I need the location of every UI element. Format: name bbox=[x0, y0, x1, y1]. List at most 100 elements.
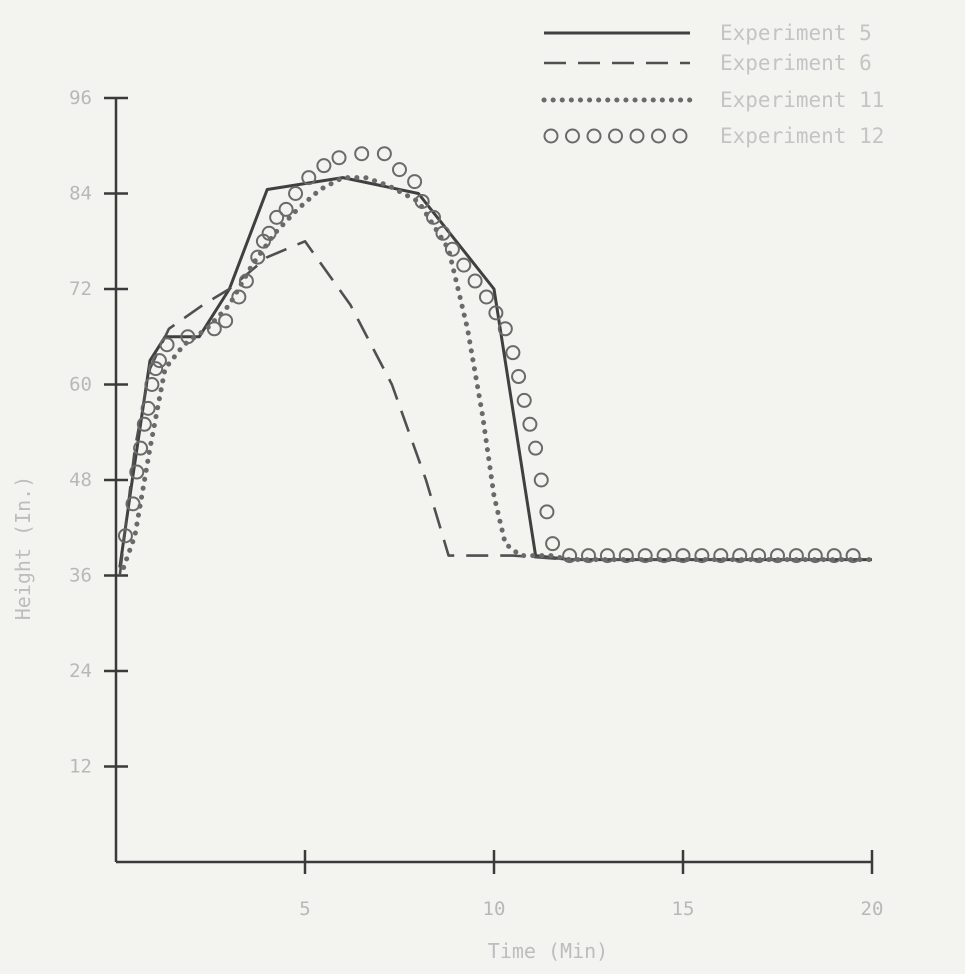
data-point bbox=[505, 345, 521, 361]
series-experiment-6 bbox=[118, 240, 872, 576]
data-point bbox=[250, 249, 266, 265]
data-point bbox=[751, 548, 767, 564]
data-point bbox=[788, 548, 804, 564]
data-point bbox=[618, 548, 634, 564]
x-tick-label: 15 bbox=[672, 898, 695, 920]
data-point bbox=[456, 257, 472, 273]
data-point bbox=[528, 440, 544, 456]
data-point bbox=[426, 209, 442, 225]
data-point bbox=[497, 321, 513, 337]
data-point bbox=[478, 289, 494, 305]
data-point bbox=[354, 146, 370, 162]
legend-swatch-marker bbox=[629, 128, 645, 144]
legend-item: Experiment 6 bbox=[544, 51, 872, 75]
data-point bbox=[545, 536, 561, 552]
x-tick-label: 20 bbox=[861, 898, 884, 920]
y-tick-label: 72 bbox=[69, 278, 92, 300]
tick-marks bbox=[104, 96, 874, 874]
data-point bbox=[231, 289, 247, 305]
data-point bbox=[435, 225, 451, 241]
legend-swatch-marker bbox=[565, 128, 580, 144]
data-point bbox=[269, 209, 285, 225]
data-point bbox=[511, 369, 527, 385]
data-point bbox=[125, 496, 141, 512]
x-tick-label: 10 bbox=[483, 898, 506, 920]
legend-item: Experiment 12 bbox=[543, 124, 884, 148]
y-tick-label: 84 bbox=[69, 183, 92, 205]
data-point bbox=[539, 504, 555, 520]
data-point bbox=[444, 241, 460, 257]
y-tick-label: 24 bbox=[69, 660, 92, 682]
data-point bbox=[151, 353, 167, 369]
data-point bbox=[218, 313, 234, 329]
data-point bbox=[533, 472, 549, 488]
data-point bbox=[713, 548, 729, 564]
data-point bbox=[278, 201, 294, 217]
data-point bbox=[261, 225, 277, 241]
legend-swatch-marker bbox=[651, 128, 666, 144]
data-point bbox=[522, 416, 538, 432]
series-experiment-12 bbox=[117, 146, 861, 564]
y-tick-label: 12 bbox=[69, 756, 92, 778]
data-point bbox=[637, 548, 653, 564]
y-tick-label: 48 bbox=[69, 469, 92, 491]
data-point bbox=[562, 548, 578, 564]
legend-label: Experiment 5 bbox=[720, 21, 872, 45]
data-point bbox=[238, 273, 254, 289]
data-point bbox=[206, 321, 222, 337]
y-axis-title: Height (In.) bbox=[11, 476, 35, 621]
data-point bbox=[770, 548, 785, 564]
data-point bbox=[599, 548, 615, 564]
data-point bbox=[467, 273, 483, 289]
series-layer bbox=[117, 146, 875, 576]
tick-labels: 12 24 36 48 60 72 84 96 5 10 15 20 bbox=[69, 87, 883, 920]
legend-label: Experiment 11 bbox=[720, 88, 884, 112]
data-point bbox=[407, 174, 423, 190]
legend-swatch-marker bbox=[586, 128, 602, 144]
legend: Experiment 5 Experiment 6 Experiment 11 Exp… bbox=[541, 21, 884, 148]
data-point bbox=[414, 193, 430, 209]
legend-swatch-marker bbox=[672, 128, 688, 144]
data-point bbox=[807, 548, 823, 564]
data-point bbox=[288, 186, 304, 201]
legend-label: Experiment 6 bbox=[720, 51, 872, 75]
data-point bbox=[826, 548, 842, 564]
data-point bbox=[129, 464, 145, 480]
data-point bbox=[694, 548, 710, 564]
series-line bbox=[118, 240, 872, 576]
data-point bbox=[144, 377, 160, 392]
y-tick-label: 36 bbox=[69, 565, 92, 587]
legend-item: Experiment 5 bbox=[544, 21, 872, 45]
data-point bbox=[392, 162, 407, 178]
data-point bbox=[732, 548, 748, 564]
legend-item: Experiment 11 bbox=[541, 88, 884, 112]
x-axis-title: Time (Min) bbox=[488, 939, 608, 963]
data-point bbox=[148, 361, 164, 377]
data-point bbox=[376, 146, 392, 162]
legend-swatch-marker bbox=[608, 128, 623, 144]
axes bbox=[114, 98, 872, 864]
data-point bbox=[845, 548, 861, 564]
data-point bbox=[656, 548, 672, 564]
data-point bbox=[316, 158, 332, 174]
legend-label: Experiment 12 bbox=[720, 124, 884, 148]
y-tick-label: 60 bbox=[69, 374, 92, 396]
data-point bbox=[331, 150, 347, 166]
legend-swatch-marker bbox=[543, 128, 559, 144]
data-point bbox=[159, 337, 175, 353]
data-point bbox=[140, 400, 156, 416]
series-line bbox=[118, 176, 872, 568]
series-experiment-11 bbox=[121, 175, 875, 570]
series-experiment-5 bbox=[118, 176, 872, 568]
series-line bbox=[121, 175, 875, 570]
data-point bbox=[516, 392, 532, 408]
data-point bbox=[581, 548, 596, 564]
data-point bbox=[136, 416, 152, 432]
data-point bbox=[133, 440, 149, 456]
y-tick-label: 96 bbox=[69, 87, 92, 109]
data-point bbox=[117, 528, 133, 544]
data-point bbox=[488, 305, 504, 321]
data-point bbox=[180, 329, 196, 345]
